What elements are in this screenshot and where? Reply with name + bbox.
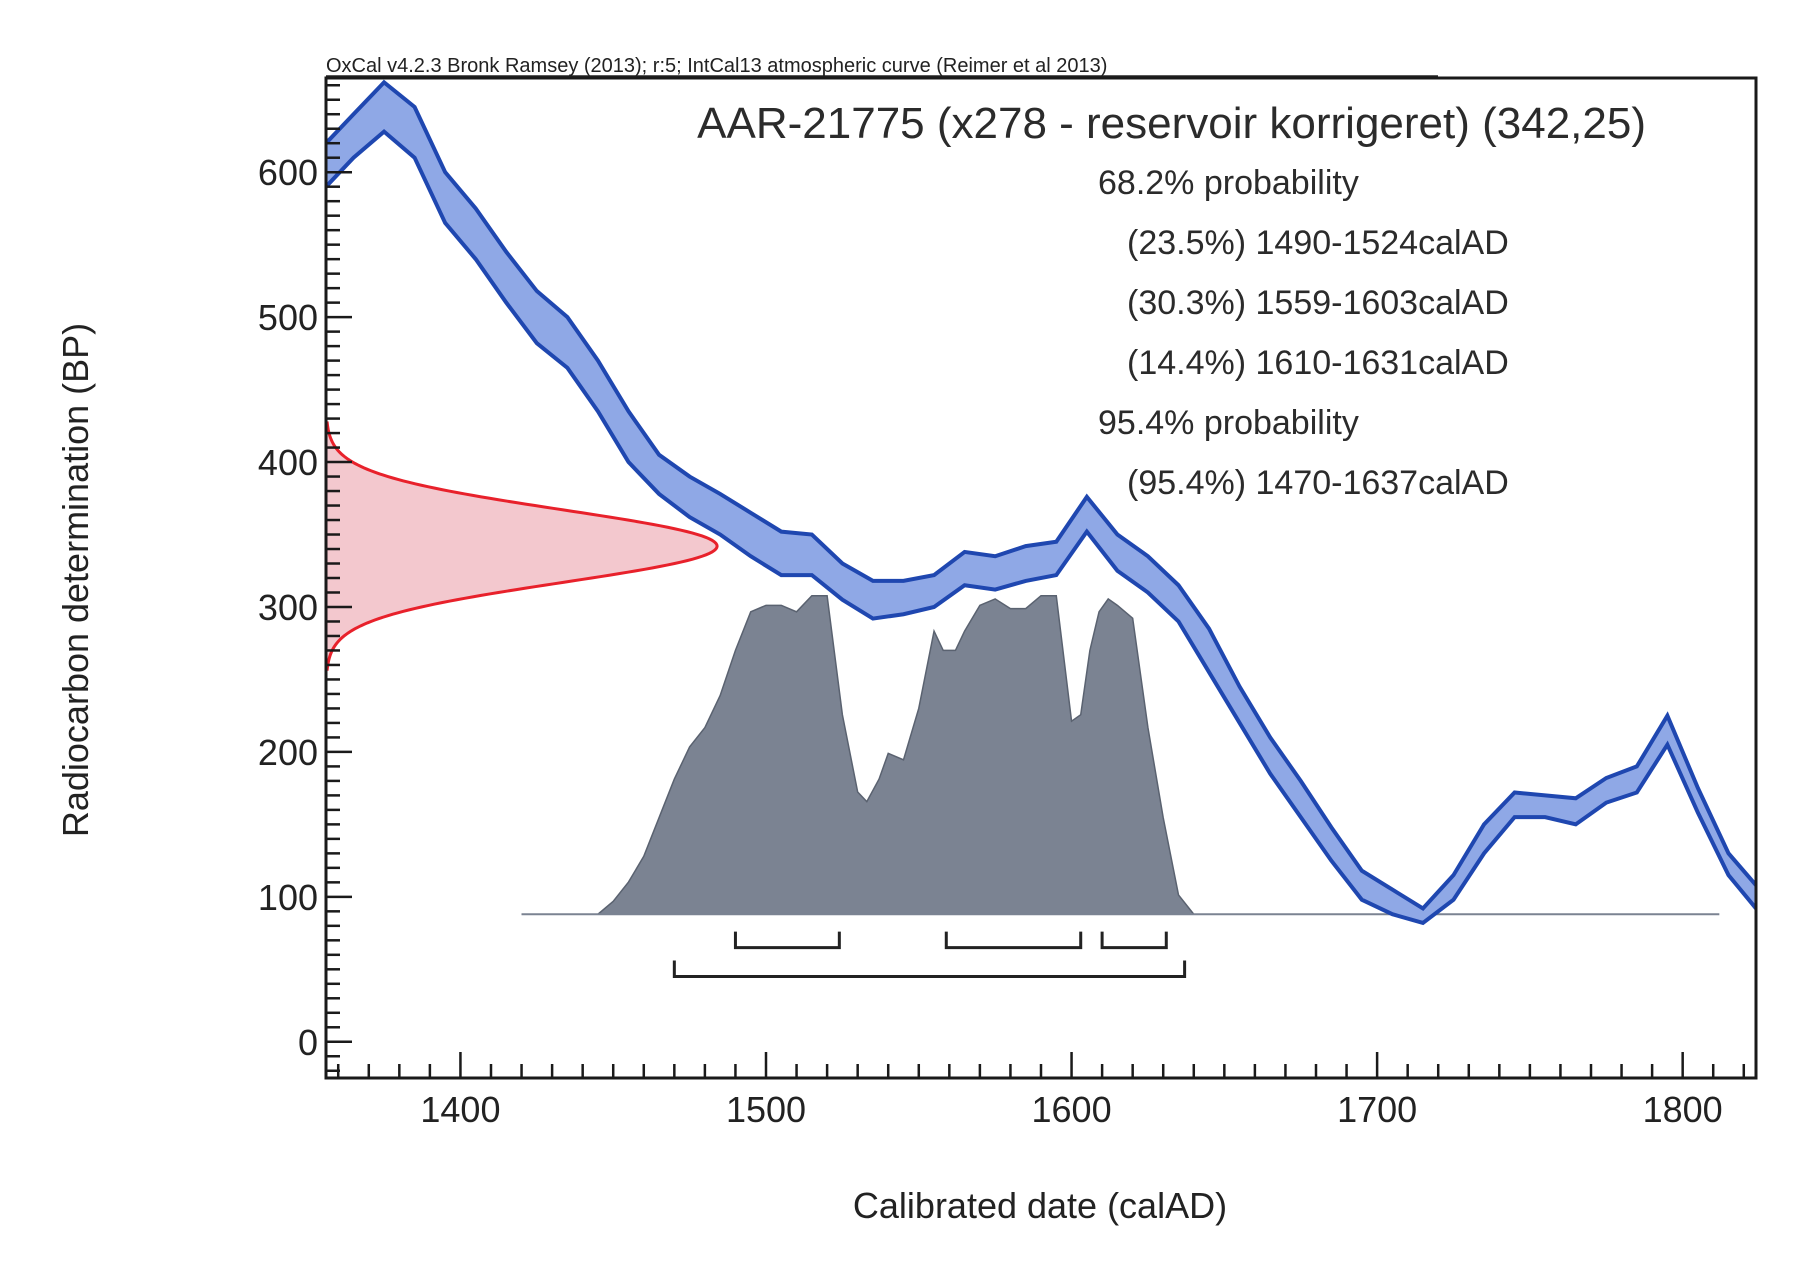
probability-range: (30.3%) 1559-1603calAD — [1127, 284, 1509, 322]
y-axis-label: Radiocarbon determination (BP) — [55, 323, 96, 837]
y-tick-label: 600 — [258, 152, 318, 193]
y-tick-label: 200 — [258, 732, 318, 773]
x-axis-label: Calibrated date (calAD) — [853, 1185, 1227, 1226]
probability-range: (95.4%) 1470-1637calAD — [1127, 464, 1509, 502]
measurement-distribution — [326, 421, 719, 671]
y-axis: 0 100 200 300 400 500 600 — [258, 83, 352, 1073]
probability-header: 95.4% probability — [1098, 404, 1359, 442]
y-tick-label: 500 — [258, 297, 318, 338]
y-tick-label: 300 — [258, 587, 318, 628]
x-tick-label: 1500 — [726, 1089, 806, 1130]
calibration-lower-line — [326, 128, 1756, 926]
y-tick-label: 400 — [258, 442, 318, 483]
x-tick-label: 1800 — [1643, 1089, 1723, 1130]
probability-summary: 68.2% probability (23.5%) 1490-1524calAD (… — [1098, 164, 1509, 502]
x-tick-label: 1400 — [420, 1089, 500, 1130]
x-axis: 1400 1500 1600 1700 1800 — [336, 1052, 1746, 1130]
probability-range: (14.4%) 1610-1631calAD — [1127, 344, 1509, 382]
y-tick-label: 0 — [298, 1022, 318, 1063]
probability-header: 68.2% probability — [1098, 164, 1359, 202]
probability-range: (23.5%) 1490-1524calAD — [1127, 224, 1509, 262]
y-tick-label: 100 — [258, 877, 318, 918]
chart-title: AAR-21775 (x278 - reservoir korrigeret) … — [697, 99, 1646, 148]
x-tick-label: 1700 — [1337, 1089, 1417, 1130]
range-bracket-68 — [944, 931, 1083, 950]
range-bracket-68 — [733, 931, 841, 950]
posterior-distribution — [521, 594, 1225, 915]
calibration-upper-line — [326, 79, 1756, 912]
chart-header: OxCal v4.2.3 Bronk Ramsey (2013); r:5; I… — [326, 55, 1107, 77]
x-tick-label: 1600 — [1032, 1089, 1112, 1130]
plot-area — [326, 79, 1756, 926]
range-bracket-95 — [672, 960, 1187, 979]
range-bracket-68 — [1100, 931, 1168, 950]
